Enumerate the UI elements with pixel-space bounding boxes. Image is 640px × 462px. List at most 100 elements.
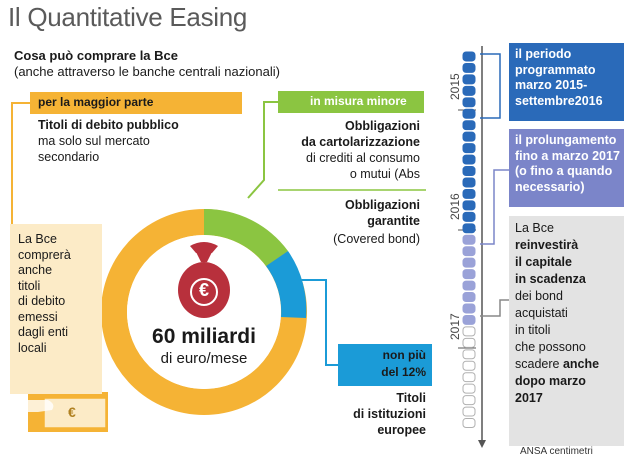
blue-connector — [300, 279, 338, 366]
european-bar-line-1: non più — [382, 348, 426, 362]
timeline-arrow — [478, 440, 486, 448]
timeline-dot — [462, 131, 476, 142]
tl3-line-1: reinvestirà — [515, 238, 579, 252]
local-line-1: comprerà — [18, 247, 71, 262]
local-line-3: titoli — [18, 278, 41, 293]
timeline-dot — [462, 211, 476, 222]
timeline-dot — [462, 418, 476, 428]
bracket-3 — [480, 299, 509, 317]
year-2017: 2017 — [448, 313, 462, 340]
timeline-dot — [462, 257, 476, 268]
timeline-box-reinvest: La Bce reinvestirà il capitale in scaden… — [509, 216, 624, 446]
tl1-line-0: il periodo — [515, 47, 572, 61]
public-debt-line-1: ma solo sul mercato — [38, 134, 150, 148]
timeline-dot — [462, 337, 476, 348]
bar-majority: per la maggior parte — [30, 92, 242, 114]
tl2-line-1: fino a marzo 2017 — [515, 148, 620, 163]
timeline-dot — [462, 97, 476, 108]
timeline-dot — [462, 143, 476, 154]
european-title-3: europee — [377, 423, 426, 437]
tl3-line-7: che possono — [515, 340, 586, 354]
tl3-line-2: il capitale — [515, 255, 572, 269]
timeline-dot — [462, 154, 476, 165]
amount: 60 miliardi — [152, 325, 256, 348]
timeline-dot — [462, 51, 476, 62]
tl1-line-2: marzo 2015- — [515, 78, 588, 92]
abs-line-2: o mutui (Abs — [349, 167, 420, 181]
amount-unit: di euro/mese — [160, 350, 248, 367]
timeline-dot — [462, 200, 476, 211]
tl3-line-8-text: scadere — [515, 357, 560, 371]
local-bonds-box: La Bce comprerà anche titoli di debito e… — [10, 224, 102, 394]
abs-line-1: di crediti al consumo — [306, 151, 420, 165]
timeline-dot — [462, 166, 476, 177]
timeline-dot — [462, 234, 476, 245]
european-title-2: di istituzioni — [353, 407, 426, 421]
orange-connector — [11, 102, 30, 224]
timeline-dot — [462, 269, 476, 280]
timeline-dot — [462, 303, 476, 314]
timeline-dot — [462, 188, 476, 199]
timeline-dot — [462, 314, 476, 325]
timeline-dot — [462, 74, 476, 85]
bar-minor: in misura minore — [278, 91, 424, 113]
page-title: Il Quantitative Easing — [8, 2, 248, 32]
local-line-0: La Bce — [18, 232, 57, 246]
tl3-line-8-tail: anche — [559, 357, 600, 371]
credit: ANSA centimetri — [520, 446, 593, 457]
tl3-line-9: dopo marzo — [515, 374, 586, 388]
tl2-line-3: necessario) — [515, 179, 585, 194]
tl3-line-8: scadere anche — [515, 356, 618, 373]
timeline-dot — [462, 395, 476, 406]
green-connector — [247, 101, 278, 199]
bracket-1 — [480, 53, 501, 119]
timeline-dot — [462, 177, 476, 188]
banknote-hand-icon — [28, 392, 108, 432]
timeline-dot — [462, 372, 476, 383]
year-2015: 2015 — [448, 73, 462, 100]
tl3-line-3: in scadenza — [515, 272, 586, 286]
timeline-dot — [462, 383, 476, 394]
center-label: 60 miliardi di euro/mese — [118, 325, 290, 367]
timeline-dot — [462, 326, 476, 337]
local-line-2: anche — [18, 263, 53, 277]
year-2016: 2016 — [448, 193, 462, 220]
bag-euro-symbol: € — [198, 280, 209, 300]
european-bar-line-2: del 12% — [381, 365, 426, 379]
tl3-line-10: 2017 — [515, 391, 543, 405]
covered-title-2: garantite — [367, 214, 420, 228]
tl3-line-6: in titoli — [515, 323, 551, 337]
timeline-dot — [462, 349, 476, 360]
timeline-dot — [462, 406, 476, 417]
timeline-dot — [462, 62, 476, 73]
donut-blue-segment — [266, 251, 307, 318]
tl1-line-3: settembre2016 — [515, 93, 603, 108]
timeline-dot — [462, 280, 476, 291]
tl3-line-5: acquistati — [515, 306, 568, 320]
tl2-line-0: il prolungamento — [515, 133, 617, 147]
public-debt-title: Titoli di debito pubblico — [38, 118, 179, 132]
banknote-euro-symbol: € — [68, 404, 76, 420]
donut-green-segment — [204, 208, 288, 266]
subtitle-bold: Cosa può comprare la Bce — [14, 48, 178, 63]
timeline-box-extension: il prolungamento fino a marzo 2017 (o fi… — [509, 129, 624, 207]
timeline-dot — [462, 360, 476, 371]
abs-title-1: Obbligazioni — [345, 119, 420, 133]
abs-title-2: da cartolarizzazione — [301, 135, 420, 149]
timeline-dot — [462, 85, 476, 96]
local-line-4: di debito — [18, 294, 66, 308]
money-bag-icon — [178, 242, 230, 318]
local-line-6: dagli enti — [18, 325, 69, 339]
covered-title-1: Obbligazioni — [345, 198, 420, 212]
european-title-1: Titoli — [396, 391, 426, 405]
donut-chart — [101, 208, 307, 415]
tl3-line-0: La Bce — [515, 221, 554, 235]
timeline-dots — [462, 51, 476, 428]
timeline-dot — [462, 108, 476, 119]
tl2-line-2: (o fino a quando — [515, 164, 613, 178]
timeline-dot — [462, 292, 476, 302]
tl3-line-4: dei bond — [515, 289, 563, 303]
bracket-2 — [480, 169, 509, 245]
timeline-dot — [462, 120, 476, 131]
